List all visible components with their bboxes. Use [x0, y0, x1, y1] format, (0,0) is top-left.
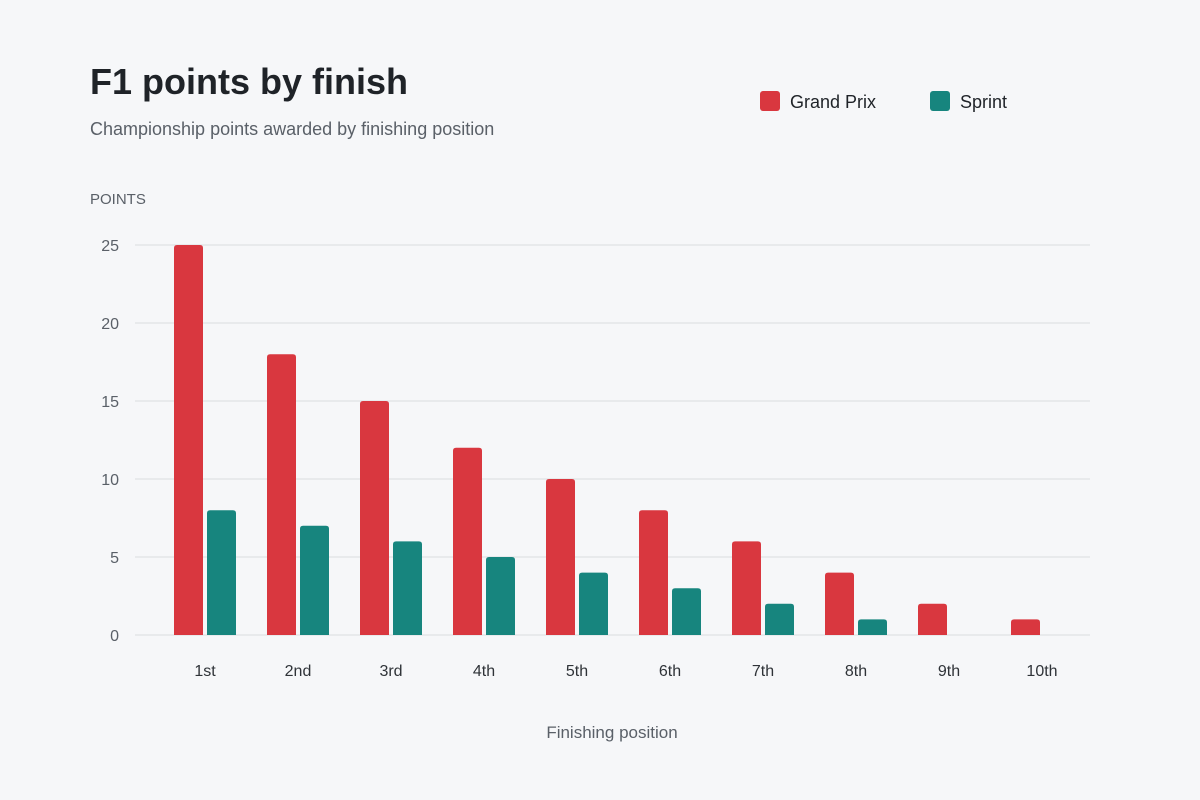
- bar-grand-prix-1st: [174, 245, 203, 635]
- y-tick-label: 15: [101, 394, 119, 411]
- bar-sprint-7th: [765, 603, 794, 635]
- bars: [174, 245, 1040, 635]
- x-tick-label: 1st: [194, 663, 216, 680]
- x-tick-label: 8th: [845, 663, 867, 680]
- bar-sprint-5th: [579, 572, 608, 635]
- bar-grand-prix-7th: [732, 541, 761, 635]
- x-axis-label: Finishing position: [546, 723, 677, 742]
- bar-sprint-3rd: [393, 541, 422, 635]
- x-tick-label: 3rd: [379, 663, 402, 680]
- y-tick-label: 5: [110, 550, 119, 567]
- bar-grand-prix-6th: [639, 510, 668, 635]
- x-tick-label: 5th: [566, 663, 588, 680]
- y-tick-label: 20: [101, 316, 119, 333]
- bar-grand-prix-4th: [453, 447, 482, 635]
- bar-grand-prix-8th: [825, 572, 854, 635]
- y-axis-label: POINTS: [90, 191, 146, 208]
- bar-grand-prix-10th: [1011, 619, 1040, 635]
- bar-grand-prix-2nd: [267, 354, 296, 635]
- legend: Grand Prix Sprint: [760, 91, 1007, 112]
- y-tick-label: 25: [101, 238, 119, 255]
- chart-subtitle: Championship points awarded by finishing…: [90, 119, 494, 139]
- x-tick-label: 4th: [473, 663, 495, 680]
- bar-grand-prix-5th: [546, 479, 575, 635]
- legend-label-grand-prix: Grand Prix: [790, 92, 876, 112]
- legend-swatch-grand-prix: [760, 91, 780, 111]
- x-tick-label: 7th: [752, 663, 774, 680]
- x-tick-label: 2nd: [285, 663, 312, 680]
- bar-sprint-2nd: [300, 525, 329, 635]
- bar-grand-prix-9th: [918, 603, 947, 635]
- bar-sprint-6th: [672, 588, 701, 635]
- bar-sprint-1st: [207, 510, 236, 635]
- y-tick-label: 0: [110, 628, 119, 645]
- x-tick-label: 10th: [1026, 663, 1057, 680]
- bar-sprint-8th: [858, 619, 887, 635]
- bar-sprint-4th: [486, 557, 515, 635]
- y-tick-label: 10: [101, 472, 119, 489]
- bar-grand-prix-3rd: [360, 401, 389, 635]
- x-tick-label: 6th: [659, 663, 681, 680]
- x-tick-label: 9th: [938, 663, 960, 680]
- x-tick-labels: 1st 2nd 3rd 4th 5th 6th 7th 8th 9th 10th: [194, 663, 1057, 680]
- legend-swatch-sprint: [930, 91, 950, 111]
- y-tick-labels: 0 5 10 15 20 25: [101, 238, 119, 645]
- legend-label-sprint: Sprint: [960, 92, 1007, 112]
- chart-title: F1 points by finish: [90, 61, 408, 102]
